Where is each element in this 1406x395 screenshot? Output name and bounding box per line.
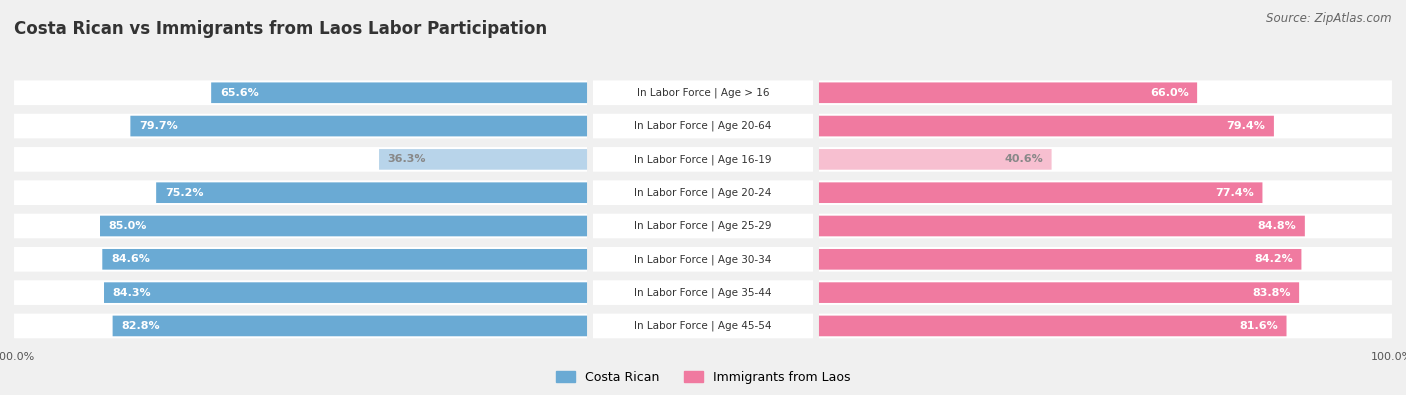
- FancyBboxPatch shape: [14, 280, 588, 305]
- Text: 79.4%: 79.4%: [1226, 121, 1265, 131]
- FancyBboxPatch shape: [593, 181, 813, 205]
- FancyBboxPatch shape: [14, 181, 588, 205]
- Text: 36.3%: 36.3%: [388, 154, 426, 164]
- FancyBboxPatch shape: [104, 282, 588, 303]
- Legend: Costa Rican, Immigrants from Laos: Costa Rican, Immigrants from Laos: [551, 366, 855, 389]
- FancyBboxPatch shape: [100, 216, 588, 236]
- FancyBboxPatch shape: [818, 81, 1392, 105]
- Text: 66.0%: 66.0%: [1150, 88, 1188, 98]
- FancyBboxPatch shape: [818, 181, 1392, 205]
- FancyBboxPatch shape: [818, 147, 1392, 172]
- Text: 77.4%: 77.4%: [1215, 188, 1254, 198]
- Text: 82.8%: 82.8%: [121, 321, 160, 331]
- FancyBboxPatch shape: [818, 314, 1392, 338]
- Text: 84.6%: 84.6%: [111, 254, 150, 264]
- FancyBboxPatch shape: [593, 247, 813, 272]
- Text: 75.2%: 75.2%: [165, 188, 204, 198]
- Text: In Labor Force | Age > 16: In Labor Force | Age > 16: [637, 88, 769, 98]
- FancyBboxPatch shape: [818, 214, 1392, 238]
- Text: In Labor Force | Age 25-29: In Labor Force | Age 25-29: [634, 221, 772, 231]
- FancyBboxPatch shape: [818, 216, 1305, 236]
- Text: In Labor Force | Age 20-24: In Labor Force | Age 20-24: [634, 188, 772, 198]
- FancyBboxPatch shape: [818, 280, 1392, 305]
- FancyBboxPatch shape: [380, 149, 588, 170]
- Text: Costa Rican vs Immigrants from Laos Labor Participation: Costa Rican vs Immigrants from Laos Labo…: [14, 20, 547, 38]
- FancyBboxPatch shape: [818, 282, 1299, 303]
- Text: In Labor Force | Age 20-64: In Labor Force | Age 20-64: [634, 121, 772, 131]
- FancyBboxPatch shape: [14, 247, 588, 272]
- Text: 79.7%: 79.7%: [139, 121, 177, 131]
- Text: 83.8%: 83.8%: [1251, 288, 1291, 298]
- FancyBboxPatch shape: [593, 81, 813, 105]
- FancyBboxPatch shape: [131, 116, 588, 136]
- Text: 40.6%: 40.6%: [1004, 154, 1043, 164]
- FancyBboxPatch shape: [818, 247, 1392, 272]
- FancyBboxPatch shape: [112, 316, 588, 336]
- FancyBboxPatch shape: [211, 83, 588, 103]
- FancyBboxPatch shape: [818, 316, 1286, 336]
- FancyBboxPatch shape: [14, 214, 588, 238]
- FancyBboxPatch shape: [593, 147, 813, 172]
- FancyBboxPatch shape: [14, 114, 588, 138]
- FancyBboxPatch shape: [103, 249, 588, 270]
- Text: In Labor Force | Age 30-34: In Labor Force | Age 30-34: [634, 254, 772, 265]
- FancyBboxPatch shape: [593, 314, 813, 338]
- Text: 85.0%: 85.0%: [108, 221, 148, 231]
- FancyBboxPatch shape: [818, 149, 1052, 170]
- Text: 65.6%: 65.6%: [219, 88, 259, 98]
- FancyBboxPatch shape: [593, 214, 813, 238]
- Text: In Labor Force | Age 16-19: In Labor Force | Age 16-19: [634, 154, 772, 165]
- Text: In Labor Force | Age 35-44: In Labor Force | Age 35-44: [634, 288, 772, 298]
- FancyBboxPatch shape: [14, 147, 588, 172]
- Text: Source: ZipAtlas.com: Source: ZipAtlas.com: [1267, 12, 1392, 25]
- Text: 84.2%: 84.2%: [1254, 254, 1292, 264]
- FancyBboxPatch shape: [818, 249, 1302, 270]
- FancyBboxPatch shape: [593, 114, 813, 138]
- Text: 81.6%: 81.6%: [1239, 321, 1278, 331]
- FancyBboxPatch shape: [818, 114, 1392, 138]
- FancyBboxPatch shape: [14, 81, 588, 105]
- FancyBboxPatch shape: [818, 182, 1263, 203]
- Text: In Labor Force | Age 45-54: In Labor Force | Age 45-54: [634, 321, 772, 331]
- FancyBboxPatch shape: [818, 83, 1197, 103]
- FancyBboxPatch shape: [14, 314, 588, 338]
- Text: 84.8%: 84.8%: [1257, 221, 1296, 231]
- Text: 84.3%: 84.3%: [112, 288, 152, 298]
- FancyBboxPatch shape: [156, 182, 588, 203]
- FancyBboxPatch shape: [593, 280, 813, 305]
- FancyBboxPatch shape: [818, 116, 1274, 136]
